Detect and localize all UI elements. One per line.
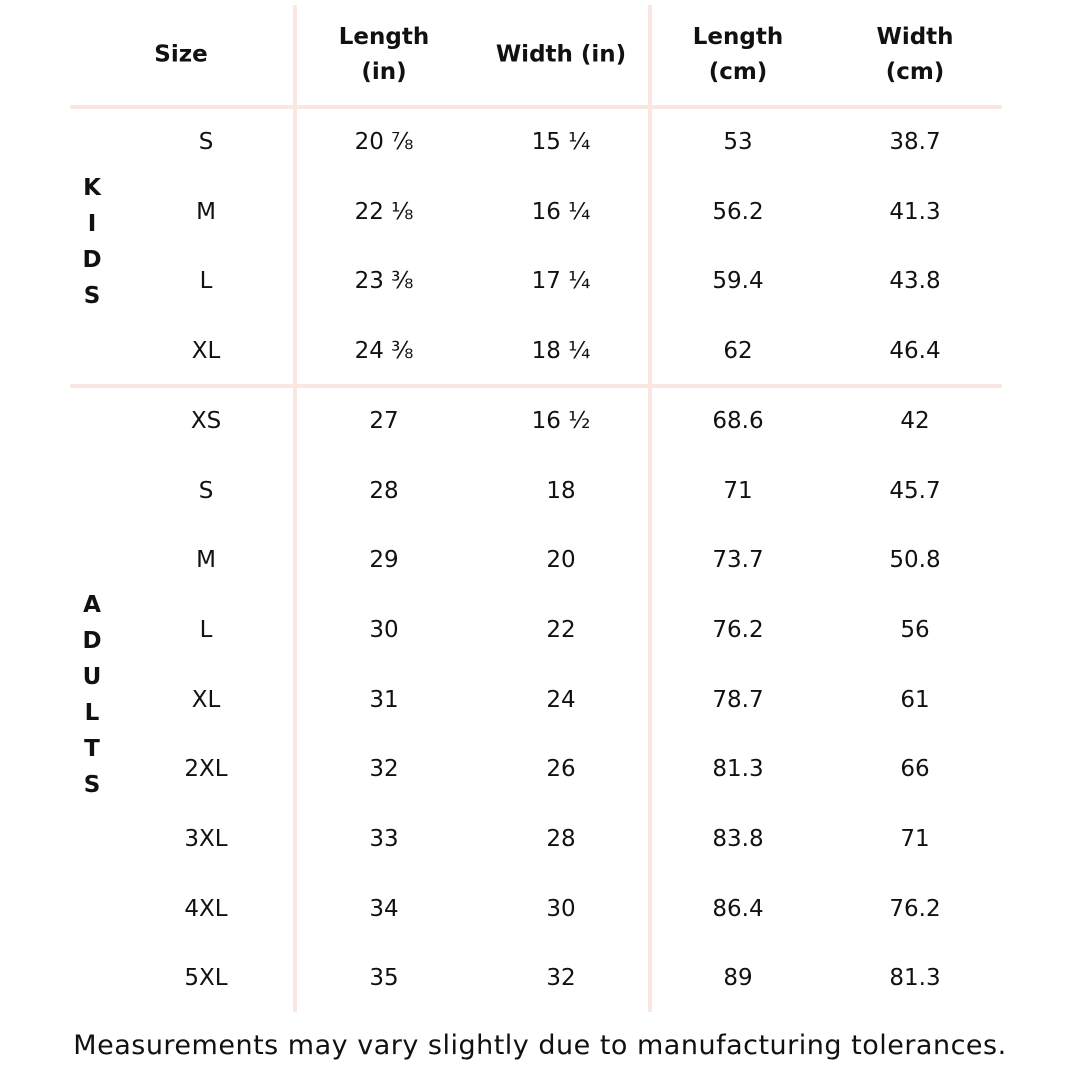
size-cell: S bbox=[198, 477, 214, 504]
header-rule bbox=[70, 105, 1002, 109]
column-header: Width (in) bbox=[496, 38, 626, 73]
measure-cell: 28 bbox=[546, 826, 576, 852]
header-line: (cm) bbox=[885, 59, 945, 85]
measure-cell: 24 bbox=[546, 686, 576, 713]
size-cell: 2XL bbox=[184, 756, 228, 783]
header-line: (in) bbox=[361, 59, 407, 85]
measure-cell: 46.4 bbox=[889, 338, 941, 365]
size-cell: L bbox=[199, 616, 213, 643]
measure-cell: 16 ½ bbox=[531, 407, 591, 434]
column-header: Width (cm) bbox=[876, 20, 953, 90]
measure-cell: 17 ¼ bbox=[531, 268, 591, 295]
size-cell: XL bbox=[191, 686, 221, 713]
size-cell: S bbox=[198, 129, 214, 155]
measure-cell: 56 bbox=[900, 616, 930, 643]
measure-cell: 66 bbox=[900, 756, 930, 783]
group-label: KIDS bbox=[79, 174, 105, 319]
column-header: Length (cm) bbox=[693, 20, 783, 90]
measure-cell: 18 bbox=[546, 477, 576, 504]
measure-cell: 16 ¼ bbox=[531, 198, 591, 225]
column-header: Size bbox=[154, 38, 207, 73]
measure-cell: 56.2 bbox=[712, 198, 764, 225]
measure-cell: 89 bbox=[723, 965, 753, 992]
measure-cell: 26 bbox=[546, 756, 576, 783]
measure-cell: 86.4 bbox=[712, 895, 764, 922]
size-cell: L bbox=[199, 268, 213, 295]
group-label: ADULTS bbox=[79, 591, 105, 808]
measure-cell: 20 bbox=[546, 547, 576, 574]
measure-cell: 42 bbox=[900, 407, 930, 434]
footer-note: Measurements may vary slightly due to ma… bbox=[73, 1030, 1007, 1061]
measure-cell: 20 ⅞ bbox=[354, 129, 414, 155]
measure-cell: 22 ⅛ bbox=[354, 198, 414, 225]
measure-cell: 81.3 bbox=[712, 756, 764, 783]
measure-cell: 43.8 bbox=[889, 268, 941, 295]
header-line: Width (in) bbox=[495, 41, 627, 68]
measure-cell: 50.8 bbox=[889, 547, 941, 574]
measure-cell: 73.7 bbox=[712, 547, 764, 574]
measure-cell: 32 bbox=[546, 965, 576, 992]
measure-cell: 83.8 bbox=[712, 826, 764, 852]
header-line: Length bbox=[338, 24, 430, 50]
measure-cell: 18 ¼ bbox=[531, 338, 591, 365]
measure-cell: 28 bbox=[369, 477, 399, 504]
size-cell: 3XL bbox=[184, 826, 228, 852]
measure-cell: 32 bbox=[369, 756, 399, 783]
vertical-rule bbox=[648, 5, 652, 1012]
measure-cell: 29 bbox=[369, 547, 399, 574]
measure-cell: 78.7 bbox=[712, 686, 764, 713]
size-cell: 5XL bbox=[184, 965, 228, 992]
measure-cell: 59.4 bbox=[712, 268, 764, 295]
measure-cell: 41.3 bbox=[889, 198, 941, 225]
measure-cell: 30 bbox=[546, 895, 576, 922]
measure-cell: 53 bbox=[723, 129, 753, 155]
measure-cell: 35 bbox=[369, 965, 399, 992]
measure-cell: 31 bbox=[369, 686, 399, 713]
measure-cell: 22 bbox=[546, 616, 576, 643]
measure-cell: 24 ⅜ bbox=[354, 338, 414, 365]
header-line: Length bbox=[692, 24, 784, 50]
measure-cell: 76.2 bbox=[712, 616, 764, 643]
measure-cell: 62 bbox=[723, 338, 753, 365]
column-header: Length (in) bbox=[339, 20, 429, 90]
measure-cell: 27 bbox=[369, 407, 399, 434]
measure-cell: 76.2 bbox=[889, 895, 941, 922]
header-line: Width bbox=[876, 24, 954, 50]
measure-cell: 45.7 bbox=[889, 477, 941, 504]
size-cell: XS bbox=[190, 407, 222, 434]
measure-cell: 30 bbox=[369, 616, 399, 643]
size-cell: M bbox=[196, 198, 216, 225]
measure-cell: 34 bbox=[369, 895, 399, 922]
vertical-rule bbox=[293, 5, 297, 1012]
header-line: (cm) bbox=[708, 59, 768, 85]
measure-cell: 33 bbox=[369, 826, 399, 852]
measure-cell: 81.3 bbox=[889, 965, 941, 992]
measure-cell: 61 bbox=[900, 686, 930, 713]
measure-cell: 71 bbox=[900, 826, 930, 852]
size-cell: XL bbox=[191, 338, 221, 365]
measure-cell: 71 bbox=[723, 477, 753, 504]
header-line: Size bbox=[154, 41, 208, 68]
measure-cell: 23 ⅜ bbox=[354, 268, 414, 295]
measure-cell: 68.6 bbox=[712, 407, 764, 434]
measure-cell: 15 ¼ bbox=[531, 129, 591, 155]
size-cell: M bbox=[196, 547, 216, 574]
measure-cell: 38.7 bbox=[889, 129, 941, 155]
group-rule bbox=[70, 384, 1002, 388]
size-cell: 4XL bbox=[184, 895, 228, 922]
